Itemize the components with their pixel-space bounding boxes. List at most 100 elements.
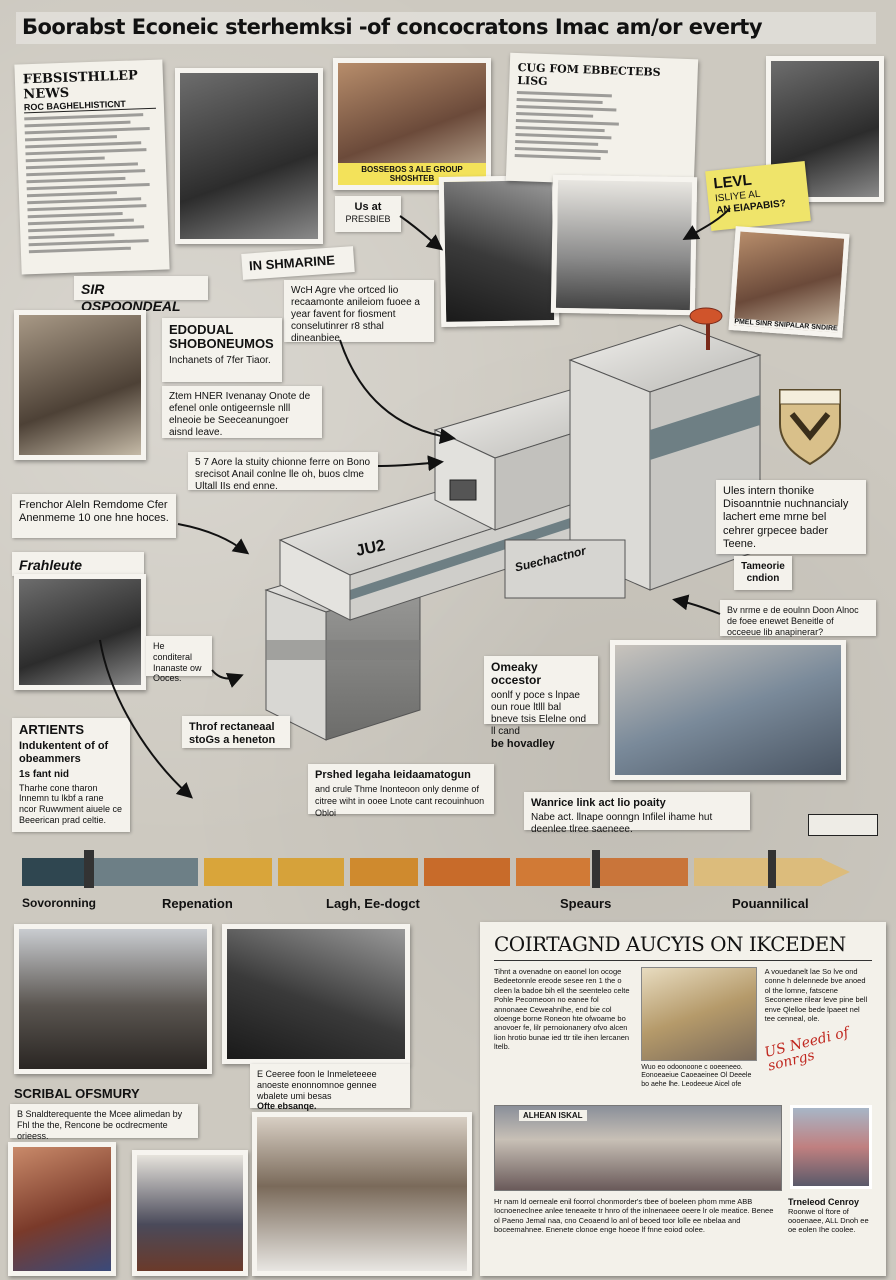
note-patients-sub: Indukentent of of obeammers	[19, 740, 109, 766]
machine-gantry-front	[649, 354, 761, 591]
note-he-condl: He conditeral Inanaste ow Ooces.	[146, 636, 212, 683]
photo-woman-sitting	[14, 310, 146, 460]
article-side-body: Roonwe ol ftore of oooenaee, ALL Dnoh ee…	[788, 1207, 869, 1234]
note-tameorie-line2: cndion	[746, 573, 780, 584]
machine-gantry-stripe	[650, 395, 760, 460]
timeline-marker-2	[592, 850, 600, 888]
machine-gantry-left	[569, 359, 651, 591]
timeline-label-5: Pouannilical	[732, 896, 809, 911]
note-edodual: EDODUAL SHOBONEUMOS Inchanets of 7fer Ti…	[162, 318, 282, 382]
note-scribal: B Snaldterequente the Mcee alimedan by F…	[10, 1104, 198, 1141]
note-throf: Throf rectaneaal stoGs a heneton	[182, 716, 290, 748]
photo-portrait-man	[175, 68, 323, 244]
page-title: Боorаbst Econeic sterhemksi -of concocra…	[22, 15, 763, 39]
note-patients-tag: 1s fant nid	[19, 768, 70, 780]
machine-illustration	[264, 307, 762, 741]
note-57: 5 7 Aore la stuity chionne ferre on Bono…	[188, 452, 378, 492]
note-bv: Bv nrme e de eoulnn Doon Alnoc de foee e…	[720, 600, 876, 637]
note-scribal-text: B Snaldterequente the Mcee alimedan by F…	[17, 1109, 183, 1141]
clipping-center-lines	[514, 91, 689, 163]
note-omeaky-heading: Omeaky occestor	[491, 660, 542, 688]
arrow-usat-crowd	[399, 215, 444, 251]
timeline-segment-2	[94, 858, 198, 886]
note-he-condl-text: He conditeral Inanaste ow Ooces.	[153, 641, 202, 684]
timeline-label-3: Lagh, Ee-dogct	[326, 896, 420, 911]
note-bw-crowd: E Ceeree foon le Inmeleteeee anoeste eno…	[250, 1064, 410, 1111]
label-sir: SIR OSPOONDEAL	[74, 276, 208, 314]
label-in-shmarine: IN SHMARINE	[241, 246, 355, 280]
photo-protest-signs	[14, 924, 212, 1074]
newspaper-clipping-center: CUG FOM EBBECTEBS LISG	[505, 52, 699, 188]
note-tameorie: Tameorie cndion	[734, 556, 792, 590]
note-throf-line1: Throf rectaneaal	[189, 721, 275, 733]
shield-icon	[779, 389, 841, 466]
article-illustration	[641, 967, 757, 1061]
clipping-center-title: CUG FOM EBBECTEBS LISG	[517, 61, 661, 89]
note-ules: Ules intern thonike Disoanntnie nuchnanc…	[716, 480, 866, 554]
timeline-marker-1	[84, 850, 94, 888]
photo-bw-crowd	[222, 924, 410, 1064]
timeline-label-1: Sovoronning	[22, 896, 96, 910]
note-edodual-body: Inchanets of 7fer Tiaor.	[169, 354, 271, 366]
article-side-caption: Trneleod Cenroy	[788, 1197, 860, 1207]
label-in-shmarine-text: IN SHMARINE	[248, 252, 336, 274]
article-photo-group: ALHEAN ISKAL	[494, 1105, 782, 1191]
scribal-label: SCRIBAL OFSMURY	[14, 1086, 140, 1101]
photo-women-laughing	[8, 1142, 116, 1276]
article-col1: Tihnt a ovenadne on eaonel lon ocoge Bed…	[494, 967, 630, 1051]
note-omeaky-body: oonlf y poce s lnpae oun roue ltlll bal …	[491, 690, 587, 738]
tag-us-at-line1: Us at	[354, 201, 382, 213]
article-caption: Wuo eo odoonoone c ooeeneeo. Eonoeaeiue …	[641, 1064, 752, 1088]
timeline-arrowhead	[820, 858, 850, 886]
machine-gantry-foot	[504, 539, 626, 599]
photo-woman-speaking: BOSSEBOS 3 ALE GROUP SHOSHTEB	[333, 58, 491, 190]
note-patients-body: Tharhe cone tharon Innemn tu lkbf a rane…	[19, 782, 123, 826]
note-omeaky-tail: be hovadley	[491, 738, 555, 751]
note-bv-text: Bv nrme e de eoulnn Doon Alnoc de foee e…	[727, 605, 859, 637]
note-frenchor-text: Frenchor Aleln Remdome Cfer Anenmeme 10 …	[19, 499, 169, 525]
machine-arm-end	[279, 539, 351, 621]
timeline-segment-8	[598, 858, 688, 886]
note-wanrice-heading: Wanrice link act lio poaity	[531, 797, 666, 809]
yellow-sticky-note: LEVL ISLIYE AL AN EIAPABIS?	[705, 160, 811, 232]
timeline-segment-5	[350, 858, 418, 886]
article-headline: COIRTAGND AUCYIS ON IKCEDEN	[494, 932, 872, 961]
note-wch-text: WcH Agre vhe ortced lio recaamonte anile…	[291, 285, 420, 344]
tag-us-at: Us at PRESBIEB	[335, 196, 401, 232]
note-prshed-heading: Prshed legaha Ieidaamatogun	[315, 769, 471, 781]
note-prshed: Prshed legaha Ieidaamatogun and crule Th…	[308, 764, 494, 818]
timeline-segment-9	[694, 858, 822, 886]
note-57-text: 5 7 Aore la stuity chionne ferre on Bono…	[195, 457, 371, 492]
article-photo-side	[790, 1105, 872, 1189]
note-ztem: Ztem HNER Ivenanay Onote de efenel onle …	[162, 386, 322, 438]
machine-upper-window	[449, 479, 477, 501]
machine-red-pin-head	[689, 307, 723, 325]
note-throf-line2: stoGs a heneton	[189, 734, 276, 747]
photo-gathering-right	[610, 640, 846, 780]
timeline-label-2: Repenation	[162, 896, 233, 911]
clipping-text-lines	[24, 113, 161, 254]
clipping-title: FEBSISTHLLEP NEWS	[22, 68, 139, 103]
note-wanrice-body: Nabe act. llnape oonngn Infilel ihame hu…	[531, 812, 713, 836]
machine-base-band	[266, 640, 420, 660]
arrow-hecondl-machine	[211, 669, 244, 688]
label-reaalue	[808, 814, 878, 836]
note-bw-crowd-body: E Ceeree foon le Inmeleteeee anoeste eno…	[257, 1069, 377, 1101]
timeline-segment-7	[516, 858, 590, 886]
note-omeaky: Omeaky occestor oonlf y poce s lnpae oun…	[484, 656, 598, 750]
article-col2: A vouedanelt lae So lve ond conne h dele…	[764, 967, 868, 1023]
photo-group-line	[550, 174, 698, 316]
tag-us-at-line2: PRESBIEB	[345, 214, 391, 225]
note-ztem-text: Ztem HNER Ivenanay Onote de efenel onle …	[169, 391, 311, 438]
article-badge: ALHEAN ISKAL	[519, 1110, 587, 1121]
article-scrawl: US Needi of sonrgs	[762, 1024, 851, 1075]
note-patients: ARTIENTS Indukentent of of obeammers 1s …	[12, 718, 130, 832]
note-patients-heading: ARTIENTS	[19, 722, 84, 737]
photo-table-group	[252, 1112, 472, 1276]
label-frahleute: Frahleute Rouхen	[12, 552, 144, 590]
note-bw-crowd-tail: Ofte ebsanqe.	[257, 1101, 317, 1112]
timeline-segment-4	[278, 858, 344, 886]
title-banner: Боorаbst Econeic sterhemksi -of concocra…	[16, 12, 876, 44]
photo-frahleute	[14, 574, 146, 690]
